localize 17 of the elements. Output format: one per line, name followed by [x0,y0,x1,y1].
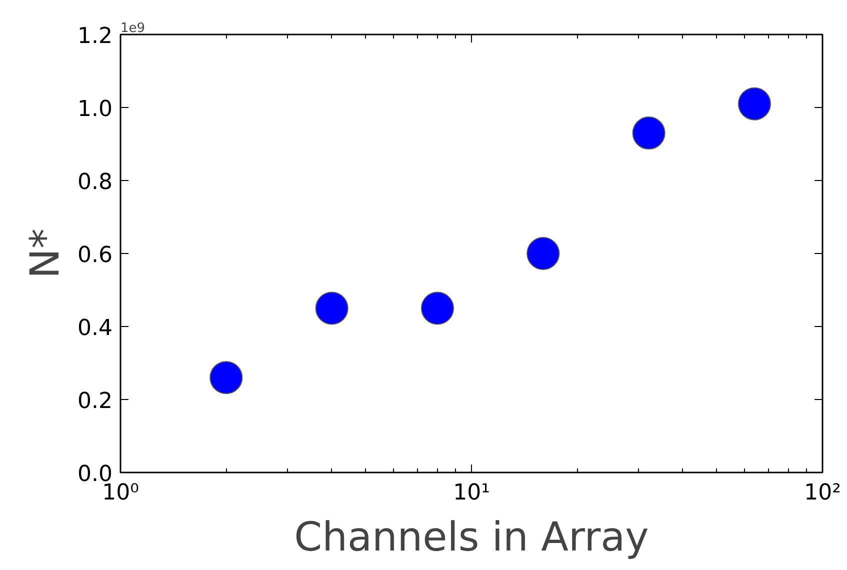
y-tick-label: 1.0 [78,97,113,122]
point [315,292,348,325]
y-tick-label: 0.8 [78,170,113,195]
point [210,361,243,394]
point [420,292,454,325]
point [738,87,771,120]
y-tick-label: 0.2 [78,389,113,414]
y-tick-label: 0.4 [78,316,113,341]
x-axis-title: Channels in Array [294,514,649,560]
y-tick-label: 1.2 [78,24,113,49]
point [526,237,560,270]
point [632,116,666,150]
annotation: 1e9 [120,21,146,36]
x-tick-label: 10² [804,480,841,506]
y-axis-title: N* [22,228,69,278]
x-tick-label: 10¹ [453,480,490,506]
y-tick-label: 0.6 [78,243,113,268]
